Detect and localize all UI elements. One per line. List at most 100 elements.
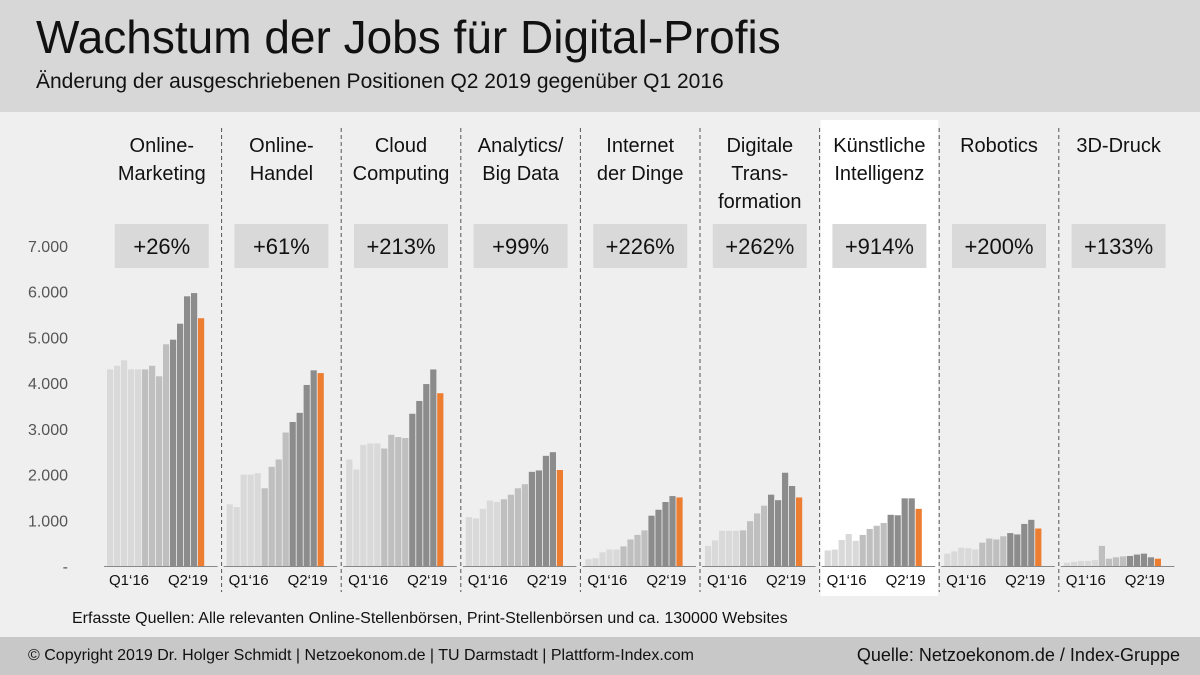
bar: [184, 296, 191, 566]
bar: [1119, 556, 1126, 566]
category-label: Online-: [249, 135, 313, 157]
bar: [437, 393, 444, 566]
bar: [163, 344, 170, 566]
bar: [824, 550, 831, 566]
x-label-end: Q2‘19: [288, 572, 328, 589]
bar: [887, 514, 894, 566]
change-badge: [593, 224, 688, 268]
x-label-end: Q2‘19: [766, 572, 806, 589]
category-label: der Dinge: [597, 163, 684, 185]
bar: [627, 539, 634, 566]
bar: [247, 474, 254, 566]
bar: [733, 530, 740, 566]
bar: [620, 546, 627, 566]
category-label: Künstliche: [833, 135, 925, 157]
x-label-start: Q1‘16: [229, 572, 269, 589]
bar: [880, 523, 887, 566]
bar: [479, 508, 486, 566]
x-label-start: Q1‘16: [827, 572, 867, 589]
bar: [669, 496, 676, 566]
bar: [528, 471, 535, 566]
bar: [852, 540, 859, 566]
bar: [507, 494, 514, 566]
bar: [775, 500, 782, 566]
bar: [1028, 519, 1035, 566]
bar: [859, 534, 866, 566]
bar: [606, 549, 613, 566]
header-band: Wachstum der Jobs für Digital-Profis Änd…: [0, 0, 1200, 112]
category-label: Big Data: [482, 163, 560, 185]
bar: [1035, 528, 1042, 566]
x-label-end: Q2‘19: [168, 572, 208, 589]
bar: [901, 498, 908, 566]
bar: [838, 539, 845, 566]
bar: [191, 293, 198, 566]
bar: [1000, 536, 1007, 566]
category-label: Analytics/: [478, 135, 564, 157]
bar: [789, 486, 796, 566]
bar: [465, 517, 472, 566]
bar: [107, 369, 114, 566]
bar: [156, 376, 163, 566]
change-value: +61%: [253, 234, 310, 259]
bar: [472, 518, 479, 566]
bar: [719, 530, 726, 566]
bar: [542, 455, 549, 566]
bar: [261, 488, 268, 566]
change-value: +226%: [606, 234, 675, 259]
change-badge: [1071, 224, 1166, 268]
bar: [1021, 523, 1028, 566]
bar: [613, 549, 620, 566]
bar: [289, 422, 296, 566]
bar: [1126, 555, 1133, 566]
bar: [1112, 557, 1119, 566]
y-tick-label: -: [63, 559, 68, 576]
bar: [993, 539, 1000, 566]
bar: [705, 545, 712, 566]
bar: [648, 515, 655, 566]
bar: [423, 384, 430, 566]
bar: [388, 434, 395, 566]
x-label-start: Q1‘16: [707, 572, 747, 589]
category-label: Internet: [606, 135, 674, 157]
bar: [367, 443, 374, 566]
bar: [1098, 545, 1105, 566]
x-label-start: Q1‘16: [468, 572, 508, 589]
bar: [268, 466, 275, 566]
bar: [676, 497, 683, 566]
bar: [514, 488, 521, 566]
y-tick-label: 1.000: [28, 513, 68, 530]
bar: [747, 521, 754, 566]
bar: [740, 530, 747, 566]
bar: [275, 459, 282, 566]
bar: [535, 470, 542, 566]
change-badge: [234, 224, 329, 268]
sources-note: Erfasste Quellen: Alle relevanten Online…: [72, 610, 788, 627]
bar: [585, 559, 592, 566]
bar: [1077, 560, 1084, 566]
page-subtitle: Änderung der ausgeschriebenen Positionen…: [36, 70, 724, 93]
copyright-text: © Copyright 2019 Dr. Holger Schmidt | Ne…: [28, 647, 694, 664]
bar: [493, 502, 500, 566]
x-label-start: Q1‘16: [1066, 572, 1106, 589]
bar: [416, 400, 423, 566]
bar: [500, 499, 507, 566]
change-value: +914%: [845, 234, 914, 259]
x-label-start: Q1‘16: [348, 572, 388, 589]
x-label-end: Q2‘19: [407, 572, 447, 589]
change-badge: [712, 224, 807, 268]
bar: [409, 413, 416, 566]
change-badge: [473, 224, 568, 268]
bar: [986, 538, 993, 566]
bar: [254, 473, 261, 566]
category-label: formation: [718, 191, 801, 213]
category-label: Digitale: [726, 135, 793, 157]
bar: [894, 515, 901, 566]
bar: [1084, 560, 1091, 566]
bar: [240, 474, 247, 566]
x-label-end: Q2‘19: [646, 572, 686, 589]
bar: [1133, 554, 1140, 566]
category-label: Marketing: [118, 163, 206, 185]
bar: [1140, 553, 1147, 566]
bar: [951, 551, 958, 566]
